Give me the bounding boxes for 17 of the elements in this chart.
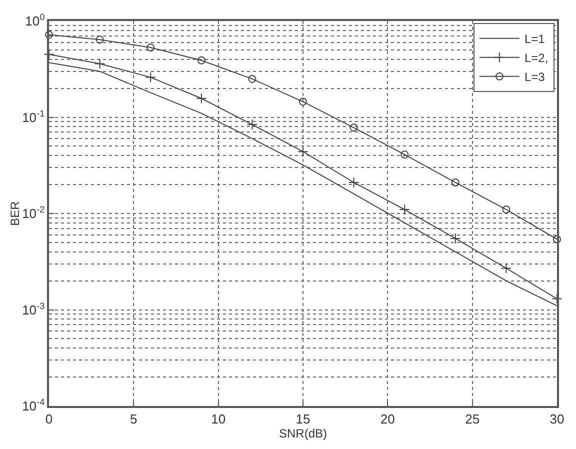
y-tick-label: 10$^{-2}$ — [22, 204, 45, 222]
x-tick-label: 20 — [380, 411, 395, 426]
x-tick-label: 10 — [211, 411, 226, 426]
x-tick-label: 5 — [130, 411, 138, 426]
y-tick-label: 10$^{-1}$ — [22, 108, 45, 125]
y-tick-label: 10$^{-3}$ — [22, 300, 45, 318]
legend-label: L=3 — [524, 70, 546, 84]
legend-label: L=2, — [524, 51, 548, 66]
legend-label: L=1 — [524, 32, 546, 46]
y-axis-title: BER — [8, 200, 22, 226]
y-tick-label: 10$^{0}$ — [25, 12, 45, 29]
x-tick-label: 30 — [550, 411, 564, 426]
y-tick-label: 10$^{-4}$ — [22, 397, 45, 414]
x-tick-label: 15 — [296, 411, 310, 426]
x-tick-label: 0 — [45, 411, 53, 426]
x-axis-title: SNR(dB) — [278, 426, 328, 440]
x-tick-label: 25 — [465, 411, 480, 426]
